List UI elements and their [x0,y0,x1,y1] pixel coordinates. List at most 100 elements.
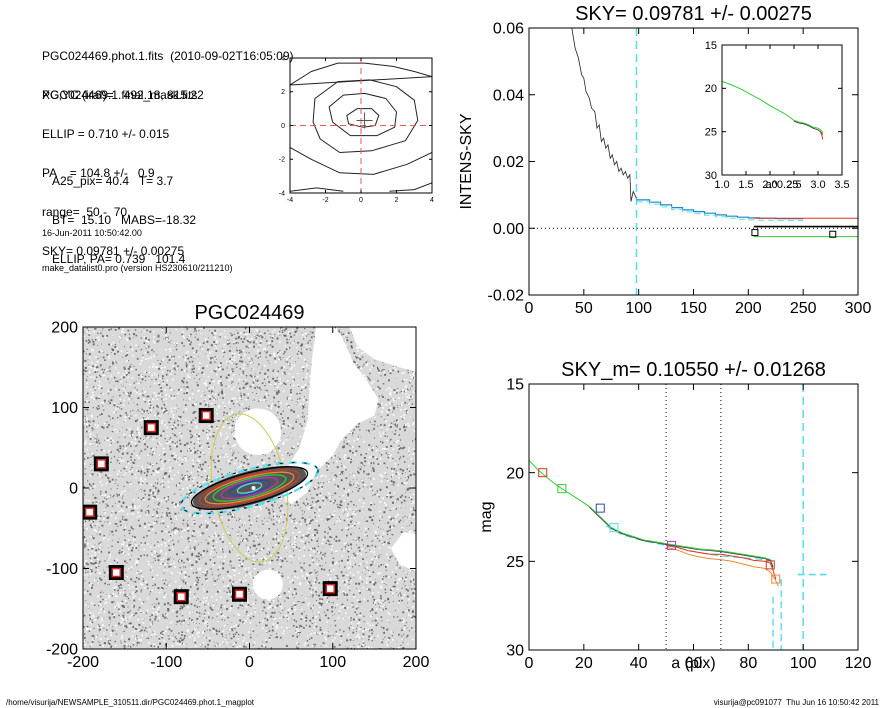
galaxy-image-plot: -200 -100 0 100 200 -200 -100 0 100 200 PGC024469 [46,302,429,671]
info-header: PGC024469.phot.1.fits (2010-09-02T16:05:… [42,24,294,115]
isophote-ellipse [212,474,287,502]
image-xtick-label: -100 [150,654,182,671]
sky-ytick-label: -0.02 [488,288,525,305]
sky-m-ytick-label: 20 [506,465,524,482]
sky-m-ytick-label: 15 [506,377,524,394]
sky-m-xtick-label: 100 [790,655,817,672]
sky-ytick-label: 0.00 [493,221,524,238]
sky-xtick-label: 100 [625,300,652,317]
contour-xtick-label: -4 [287,197,293,204]
meta-program: make_datalist0.pro (version HS230610/211… [42,263,233,273]
contour-line [312,79,419,153]
sky-m-title: SKY_m= 0.10550 +/- 0.01268 [561,359,826,381]
contour-xtick-label: 0 [359,197,363,204]
isophote-ellipse [198,469,301,507]
sky-m-frame [528,383,859,651]
mask-square-outer [322,581,338,597]
masked-region [282,327,379,505]
sky-m-ytick-label: 30 [506,643,524,660]
isophote-ellipse [228,479,271,497]
inset-green [722,80,824,133]
sky-m-xtick-label: 20 [575,655,593,672]
sky-m-xtick-label: 120 [845,655,872,672]
curve-green [529,459,774,567]
mask-square-inner [325,583,336,594]
profile-steps [636,199,804,220]
sky-m-marker [557,484,567,494]
inset-xtick-label: 2.0 [762,179,777,191]
sky-plot-area [529,28,858,295]
image-title: PGC024469 [194,302,304,324]
sky-m-marker [595,503,605,513]
profile-raw [571,28,637,202]
param-center: XC,YC (iraf)= 492.18, 815.22 [42,88,204,102]
fits-filename: PGC024469.phot.1.fits (2010-09-02T16:05:… [42,49,294,63]
image-area [83,327,416,649]
param-ellip: ELLIP = 0.710 +/- 0.015 [42,127,170,141]
mask-square-inner [176,591,186,602]
curve-dark [589,506,774,568]
sky-xtick-label: 300 [845,300,872,317]
contour-line [389,182,432,192]
meta-date: 16-Jun-2011 10:50:42.00 [42,228,142,238]
isophote-ellipse [236,482,263,494]
image-ytick-label: 100 [51,400,78,417]
galaxy-nucleus [251,486,256,490]
mask-square-inner [96,459,107,469]
sky-xtick-label: 0 [525,300,534,317]
masked-region [391,532,416,572]
isophote-ellipse [204,471,295,505]
sky-m-xlabel: a (pix) [671,655,715,672]
mask-square-inner [111,567,122,578]
contour-ytick-label: 2 [281,89,285,96]
inset-xtick-label: 1.0 [714,179,729,191]
contour-lines [290,58,432,193]
sky-marker [751,229,759,237]
image-xtick-label: -200 [67,654,99,671]
image-xtick-label: 200 [403,654,430,671]
mask-square-outer [93,456,109,472]
info-meta: 16-Jun-2011 10:50:42.00 make_datalist0.p… [42,206,232,285]
inset-xlabel: a^0.25 [766,179,799,191]
contour-ytick-label: 4 [281,55,285,62]
sky-title: SKY= 0.09781 +/- 0.00275 [575,3,812,25]
masked-star [234,408,282,455]
inset-xtick-label: 1.5 [738,179,753,191]
image-ytick-label: -100 [46,561,78,578]
inset-ytick-label: 20 [705,83,717,95]
sky-m-xtick-label: 40 [630,655,648,672]
inset-ytick-label: 25 [705,127,717,139]
footer-user: visurija@pc091077 Thu Jun 16 10:50:42 20… [713,698,879,707]
sky-xtick-label: 200 [735,300,762,317]
result-ellip-pa: ELLIP, PA= 0.739 101.4 [52,252,186,266]
image-ytick-label: -200 [46,642,78,659]
contour-line [346,108,380,128]
footer-path: /home/visurija/NEWSAMPLE_310511.dir/PGC0… [6,698,254,707]
sky-m-marker [667,540,677,550]
inset-frame [721,44,843,176]
mask-square-outer [173,589,189,605]
contour-line [290,62,432,86]
mask-filename: PGC024469.1.final_mask.fits [42,88,198,102]
inset-ytick-label: 30 [705,170,717,182]
contour-ytick-label: -2 [279,157,285,164]
curve-orange [665,546,779,587]
image-xtick-label: 0 [245,654,254,671]
inset-plot-area [722,80,824,140]
contour-xtick-label: 4 [430,197,434,204]
inset-red [819,131,824,140]
param-range: range= 50.- 70. [42,205,131,219]
sky-m-marker [765,560,775,570]
sky-m-xtick-label: 60 [685,655,703,672]
inset-xtick-label: 2.5 [786,179,801,191]
sky-m-marker [609,523,619,533]
image-ytick-label: 200 [51,320,78,337]
sky-m-plot: 0 20 40 60 80 100 120 15 20 25 30 SKY_m= 0.10550 +/… [478,359,871,672]
isophote-ellipse [220,476,279,500]
info-params: XC,YC (iraf)= 492.18, 815.22 ELLIP = 0.7… [42,63,204,271]
mask-square-outer [143,420,159,436]
mask-square-inner [234,589,245,600]
contour-line [290,146,432,175]
sky-m-xtick-label: 80 [739,655,757,672]
contour-line [290,187,344,192]
